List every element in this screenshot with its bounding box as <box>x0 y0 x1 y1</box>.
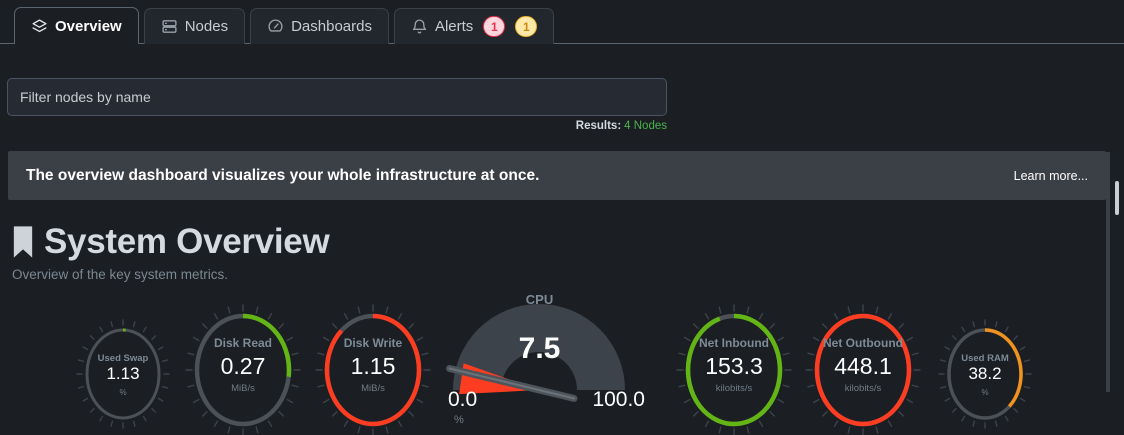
system-overview-section: System Overview Overview of the key syst… <box>12 222 330 282</box>
info-banner-text: The overview dashboard visualizes your w… <box>26 166 540 184</box>
gauge-net-inbound[interactable]: Net Inbound 153.3 kilobits/s <box>676 304 792 435</box>
layers-icon <box>31 18 48 35</box>
main-tab-bar: Overview Nodes Dashboards <box>0 0 1124 45</box>
alerts-critical-badge[interactable]: 1 <box>483 16 506 37</box>
results-count: 4 Nodes <box>624 120 667 132</box>
filter-area: Results:4 Nodes <box>7 78 667 132</box>
content-edge-strip <box>1106 152 1110 392</box>
tab-nodes-label: Nodes <box>184 18 229 35</box>
tab-overview[interactable]: Overview <box>14 7 139 45</box>
learn-more-link[interactable]: Learn more... <box>1013 168 1088 183</box>
gauge-cpu-min-label: 0.0 <box>448 388 478 411</box>
gauge-net-outbound[interactable]: Net Outbound 448.1 kilobits/s <box>805 304 921 435</box>
results-summary: Results: 4 Nodes <box>7 120 667 132</box>
tab-dashboards-label: Dashboards <box>291 18 372 35</box>
gauge-used-ram[interactable]: Used RAM 38.2 % <box>938 319 1032 429</box>
gauge-disk-write[interactable]: Disk Write 1.15 MiB/s <box>315 304 431 435</box>
bell-icon <box>411 18 428 35</box>
gauge-used-swap[interactable]: Used Swap 1.13 % <box>76 319 170 429</box>
tab-alerts-label: Alerts <box>434 18 474 35</box>
tab-overview-label: Overview <box>55 17 122 35</box>
results-label: Results: <box>575 120 622 132</box>
page-scrollbar-thumb[interactable] <box>1115 181 1119 215</box>
filter-nodes-input[interactable] <box>7 78 667 116</box>
page-title: System Overview <box>12 222 330 262</box>
speedometer-icon <box>267 18 284 35</box>
page-scrollbar[interactable] <box>1110 44 1124 435</box>
gauge-cpu-value: 7.5 <box>518 332 561 365</box>
tab-alerts[interactable]: Alerts 1 1 <box>393 8 555 44</box>
section-heading: System Overview <box>44 222 330 261</box>
gauge-cpu-units: % <box>454 414 464 426</box>
info-banner: The overview dashboard visualizes your w… <box>8 151 1106 200</box>
gauge-disk-read[interactable]: Disk Read 0.27 MiB/s <box>185 304 301 435</box>
bookmark-icon[interactable] <box>12 225 34 259</box>
gauge-cpu-label: CPU <box>525 292 554 307</box>
server-icon <box>161 18 178 35</box>
gauge-cpu-max-label: 100.0 <box>592 388 645 411</box>
gauge-row: Used Swap 1.13 % Disk Read 0.27 MiB/s Di… <box>0 292 1124 435</box>
alerts-warning-badge[interactable]: 1 <box>515 16 538 37</box>
gauge-cpu[interactable]: CPU 7.5 0.0 100.0 % <box>432 292 647 435</box>
tab-dashboards[interactable]: Dashboards <box>250 8 389 44</box>
section-subtitle: Overview of the key system metrics. <box>12 267 229 282</box>
tab-nodes[interactable]: Nodes <box>143 8 246 44</box>
